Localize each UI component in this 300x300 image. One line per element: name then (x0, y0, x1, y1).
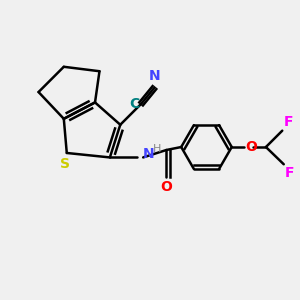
Text: H: H (153, 144, 161, 154)
Text: O: O (245, 140, 257, 154)
Text: F: F (285, 166, 295, 180)
Text: F: F (284, 115, 293, 129)
Text: C: C (129, 97, 140, 111)
Text: N: N (148, 69, 160, 83)
Text: N: N (143, 148, 155, 161)
Text: S: S (60, 157, 70, 170)
Text: O: O (160, 180, 172, 194)
